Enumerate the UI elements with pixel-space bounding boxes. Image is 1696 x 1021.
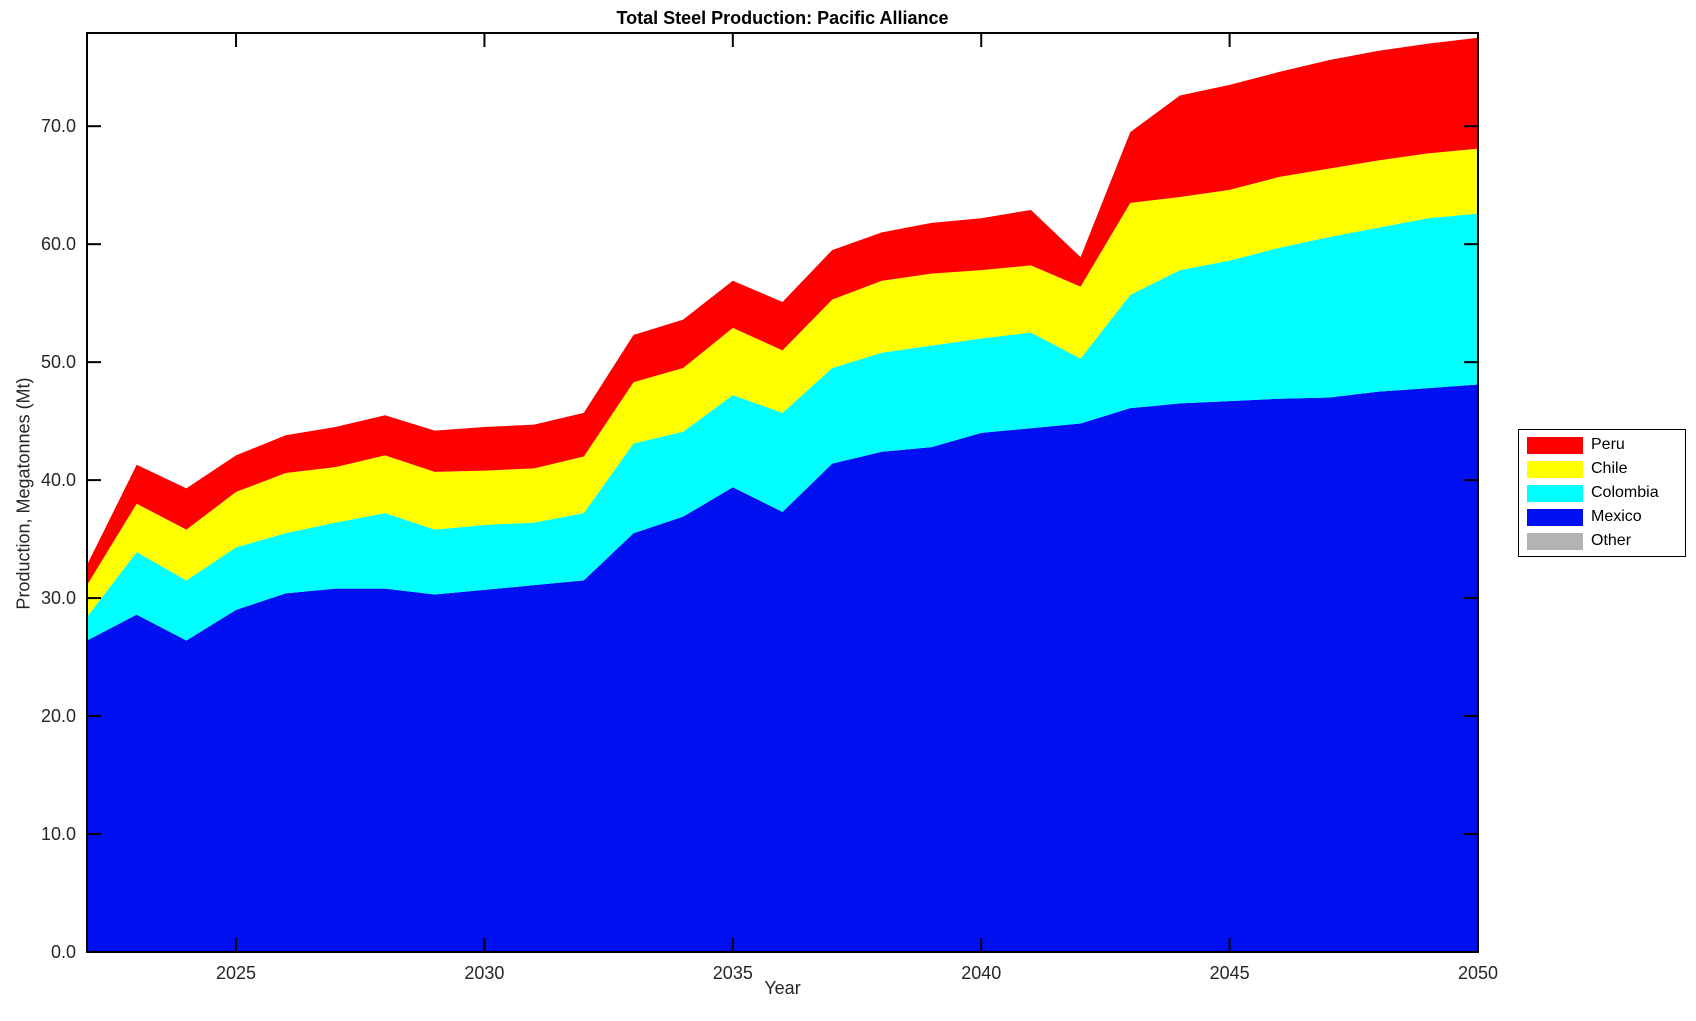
plot-border — [86, 32, 1479, 953]
legend-label-other: Other — [1591, 532, 1632, 549]
legend-item-other: Other — [1519, 532, 1685, 550]
y-tick-label: 10.0 — [41, 824, 76, 844]
y-tick-label: 70.0 — [41, 116, 76, 136]
x-axis-label: Year — [764, 978, 801, 998]
y-tick-label: 0.0 — [51, 942, 76, 962]
legend-item-colombia: Colombia — [1519, 484, 1685, 502]
legend-swatch-colombia — [1527, 484, 1583, 502]
x-tick-label: 2030 — [464, 963, 504, 983]
legend-label-peru: Peru — [1591, 436, 1625, 453]
x-tick-label: 2035 — [713, 963, 753, 983]
x-tick-label: 2050 — [1458, 963, 1498, 983]
area-series-mexico — [87, 384, 1478, 952]
y-tick-label: 50.0 — [41, 352, 76, 372]
y-tick-label: 30.0 — [41, 588, 76, 608]
chart-title: Total Steel Production: Pacific Alliance — [616, 8, 949, 28]
area-series-chile — [87, 148, 1478, 617]
y-tick-label: 20.0 — [41, 706, 76, 726]
legend-swatch-other — [1527, 532, 1583, 550]
legend-swatch-mexico — [1527, 508, 1583, 526]
legend-item-peru: Peru — [1519, 436, 1685, 454]
area-series-peru — [87, 37, 1478, 586]
legend: Peru Chile Colombia Mexico Other — [1518, 429, 1686, 557]
legend-item-mexico: Mexico — [1519, 508, 1685, 526]
x-tick-label: 2040 — [961, 963, 1001, 983]
legend-label-chile: Chile — [1591, 460, 1628, 477]
x-tick-label: 2045 — [1210, 963, 1250, 983]
legend-label-mexico: Mexico — [1591, 508, 1642, 525]
y-axis-label: Production, Megatonnes (Mt) — [13, 377, 34, 610]
legend-label-colombia: Colombia — [1591, 484, 1659, 501]
area-series-colombia — [87, 213, 1478, 641]
legend-item-chile: Chile — [1519, 460, 1685, 478]
y-tick-label: 60.0 — [41, 234, 76, 254]
legend-swatch-chile — [1527, 460, 1583, 478]
legend-swatch-peru — [1527, 436, 1583, 454]
x-tick-label: 2025 — [216, 963, 256, 983]
y-tick-label: 40.0 — [41, 470, 76, 490]
